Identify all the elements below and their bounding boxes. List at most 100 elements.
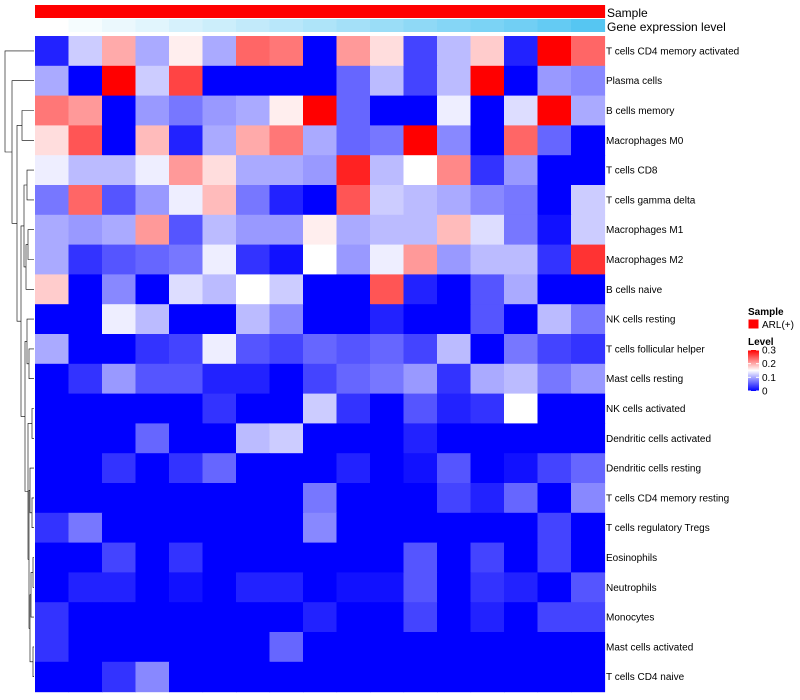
heatmap-cells [35,36,606,693]
heatmap-cell [102,65,137,97]
heatmap-cell [537,36,572,67]
heatmap-cell [470,214,505,246]
heatmap-cell [269,334,304,365]
heatmap-cell [135,512,170,544]
heatmap-cell [504,334,539,365]
heatmap-cell [537,244,572,275]
heatmap-cell [35,304,70,335]
heatmap-cell [68,274,103,305]
dendrogram-branch [31,497,34,528]
heatmap-cell [470,274,505,305]
gene-annotation-cell [35,19,70,32]
heatmap-cell [236,483,271,514]
heatmap-cell [470,155,505,186]
heatmap-cell [303,632,338,663]
heatmap-cell [68,512,103,544]
heatmap-cell [370,393,405,424]
heatmap-cell [202,453,237,484]
sample-annotation-cell [370,5,405,18]
gene-annotation-cell [202,19,237,32]
heatmap-cell [303,185,338,216]
heatmap-cell [269,632,304,663]
heatmap-cell [68,453,103,484]
heatmap-cell [135,155,170,186]
heatmap-cell [269,661,304,693]
heatmap-cell [403,363,438,395]
heatmap-cell [303,453,338,484]
legend: Sample ARL(+) Level 0.3 0.2 0.1 0 [747,307,794,398]
legend-level-ticks: 0.3 0.2 0.1 0 [748,346,776,398]
heatmap-cell [504,36,539,67]
heatmap-cell [437,36,472,67]
heatmap-cell [470,95,505,126]
heatmap-cell [470,661,505,693]
heatmap-cell [571,661,606,693]
heatmap-cell [135,363,170,395]
sample-annotation-cell [470,5,505,18]
gene-annotation-cell [169,19,204,32]
heatmap-cell [370,65,405,97]
heatmap-cell [437,483,472,514]
heatmap-cell [370,125,405,156]
heatmap-cell [437,453,472,484]
heatmap-cell [571,214,606,246]
legend-tick-label: 0.2 [762,359,776,370]
heatmap-cell [403,185,438,216]
heatmap-cell [504,65,539,97]
dendrogram-branch [23,184,27,268]
row-label: Macrophages M0 [606,136,684,147]
heatmap-cell [202,363,237,395]
heatmap-cell [68,185,103,216]
heatmap-cell [336,512,371,544]
heatmap-cell [571,304,606,335]
legend-tick-label: 0.1 [762,373,776,384]
heatmap-cell [202,572,237,603]
heatmap-cell [437,363,472,395]
heatmap-cell [102,483,137,514]
dendrogram-branch [31,408,34,439]
heatmap-cell [336,334,371,365]
heatmap-cell [169,65,204,97]
heatmap-cell [303,36,338,67]
heatmap-cell [135,542,170,573]
heatmap-cell [537,363,572,395]
heatmap-cell [102,423,137,454]
row-label: T cells gamma delta [606,195,696,206]
gene-annotation-cell [537,19,572,32]
heatmap-cell [504,602,539,633]
heatmap-cell [537,602,572,633]
gene-annotation-cell [437,19,472,32]
heatmap-cell [470,602,505,633]
heatmap-cell [202,661,237,693]
heatmap-cell [236,304,271,335]
heatmap-cell [336,65,371,97]
heatmap-cell [537,512,572,544]
heatmap-cell [102,185,137,216]
heatmap-cell [269,572,304,603]
heatmap-cell [169,393,204,424]
heatmap-cell [303,274,338,305]
heatmap-cell [571,542,606,573]
heatmap-cell [202,214,237,246]
heatmap-cell [35,36,70,67]
dendrogram-branch [4,50,34,153]
heatmap-cell [35,483,70,514]
heatmap-cell [303,661,338,693]
heatmap-cell [437,185,472,216]
heatmap-cell [169,304,204,335]
heatmap-cell [403,244,438,275]
heatmap-cell [403,304,438,335]
heatmap-cell [135,453,170,484]
heatmap-cell [504,453,539,484]
heatmap-cell [236,36,271,67]
heatmap-cell [35,65,70,97]
heatmap-cell [437,65,472,97]
heatmap-cell [403,453,438,484]
heatmap-cell [303,423,338,454]
gene-annotation-cell [504,19,539,32]
sample-annotation-cell [68,5,103,18]
heatmap-cell [370,244,405,275]
heatmap-cell [504,661,539,693]
heatmap-cell [336,453,371,484]
heatmap-cell [35,95,70,126]
